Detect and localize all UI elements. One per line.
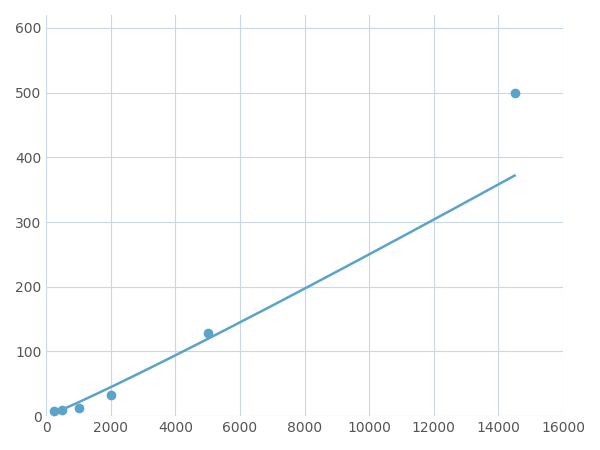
Point <box>510 89 520 96</box>
Point <box>74 404 83 411</box>
Point <box>106 392 116 399</box>
Point <box>50 407 59 414</box>
Point <box>203 330 212 337</box>
Point <box>58 406 67 413</box>
